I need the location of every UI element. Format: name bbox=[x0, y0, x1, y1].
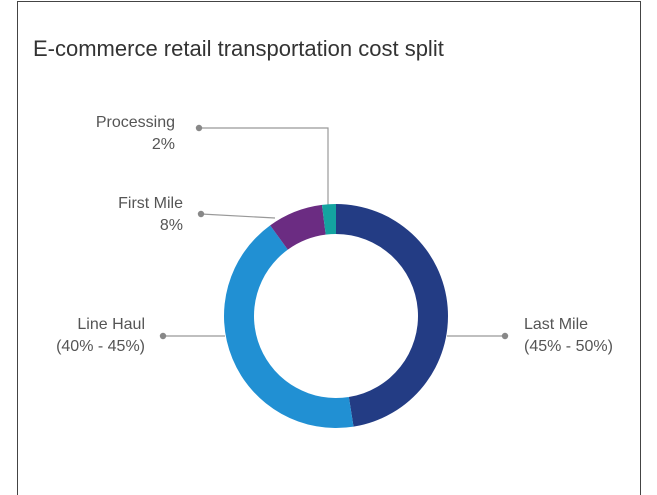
slice-label: Last Mile bbox=[524, 316, 588, 333]
slice-value-label: (45% - 50%) bbox=[524, 338, 613, 355]
donut-slice bbox=[270, 204, 326, 250]
slice-value-label: (40% - 45%) bbox=[56, 338, 145, 355]
leader-dot bbox=[197, 210, 205, 218]
leader-dot bbox=[159, 332, 167, 340]
leader-lines bbox=[159, 124, 509, 340]
slice-value-label: 8% bbox=[160, 217, 183, 234]
slice-value-label: 2% bbox=[152, 136, 175, 153]
donut-slice bbox=[336, 204, 449, 427]
leader-line bbox=[200, 213, 276, 219]
leader-line bbox=[199, 127, 329, 205]
donut-slice bbox=[321, 204, 336, 235]
donut-slice bbox=[223, 225, 354, 429]
leader-dot bbox=[195, 124, 203, 132]
leader-dot bbox=[501, 332, 509, 340]
slice-label: First Mile bbox=[118, 195, 183, 212]
slice-label: Processing bbox=[96, 114, 175, 131]
slice-label: Line Haul bbox=[77, 316, 145, 333]
chart-title: E-commerce retail transportation cost sp… bbox=[33, 36, 444, 61]
